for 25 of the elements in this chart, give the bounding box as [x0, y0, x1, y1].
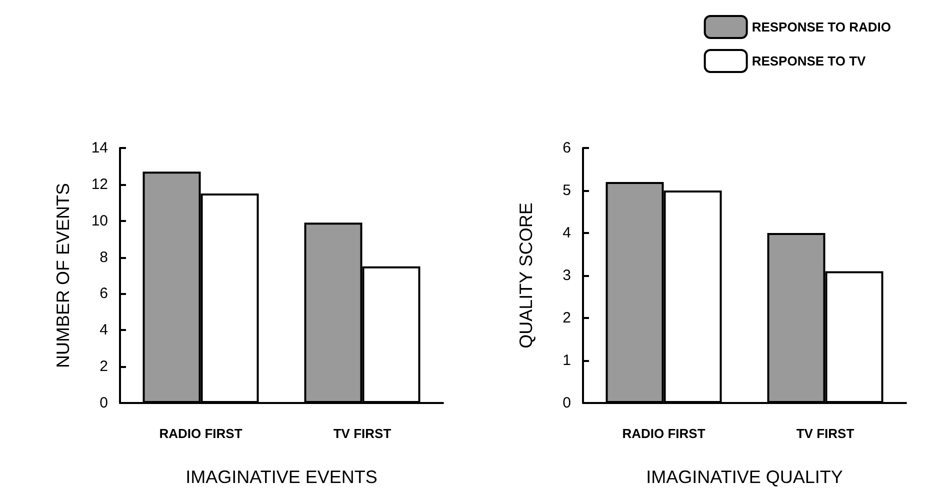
legend-label: RESPONSE TO RADIO: [752, 20, 892, 34]
y-tick-label: 10: [91, 212, 108, 230]
y-tick-label: 12: [91, 176, 108, 193]
x-axis-title: IMAGINATIVE QUALITY: [646, 467, 843, 487]
y-tick-label: 0: [562, 394, 571, 412]
y-tick-label: 0: [100, 394, 108, 412]
x-axis-title: IMAGINATIVE EVENTS: [186, 467, 378, 487]
y-tick-label: 14: [91, 140, 108, 156]
x-tick-label: RADIO FIRST: [622, 426, 706, 441]
x-tick-label: TV FIRST: [333, 426, 392, 441]
y-axis-title: QUALITY SCORE: [516, 202, 536, 348]
y-tick-label: 2: [562, 310, 571, 326]
x-tick-label: RADIO FIRST: [159, 426, 242, 441]
y-tick-label: 4: [562, 224, 571, 242]
y-tick-label: 1: [562, 352, 571, 369]
y-tick-label: 2: [100, 358, 108, 376]
x-tick-label: TV FIRST: [796, 426, 854, 441]
y-tick-label: 3: [562, 267, 571, 284]
y-tick-label: 5: [562, 182, 571, 199]
y-tick-label: 8: [100, 248, 108, 266]
y-tick-label: 4: [100, 322, 108, 339]
y-tick-label: 6: [562, 140, 571, 156]
y-axis-title: NUMBER OF EVENTS: [53, 182, 73, 368]
y-tick-label: 6: [100, 285, 108, 302]
legend-label: RESPONSE TO TV: [752, 54, 866, 68]
